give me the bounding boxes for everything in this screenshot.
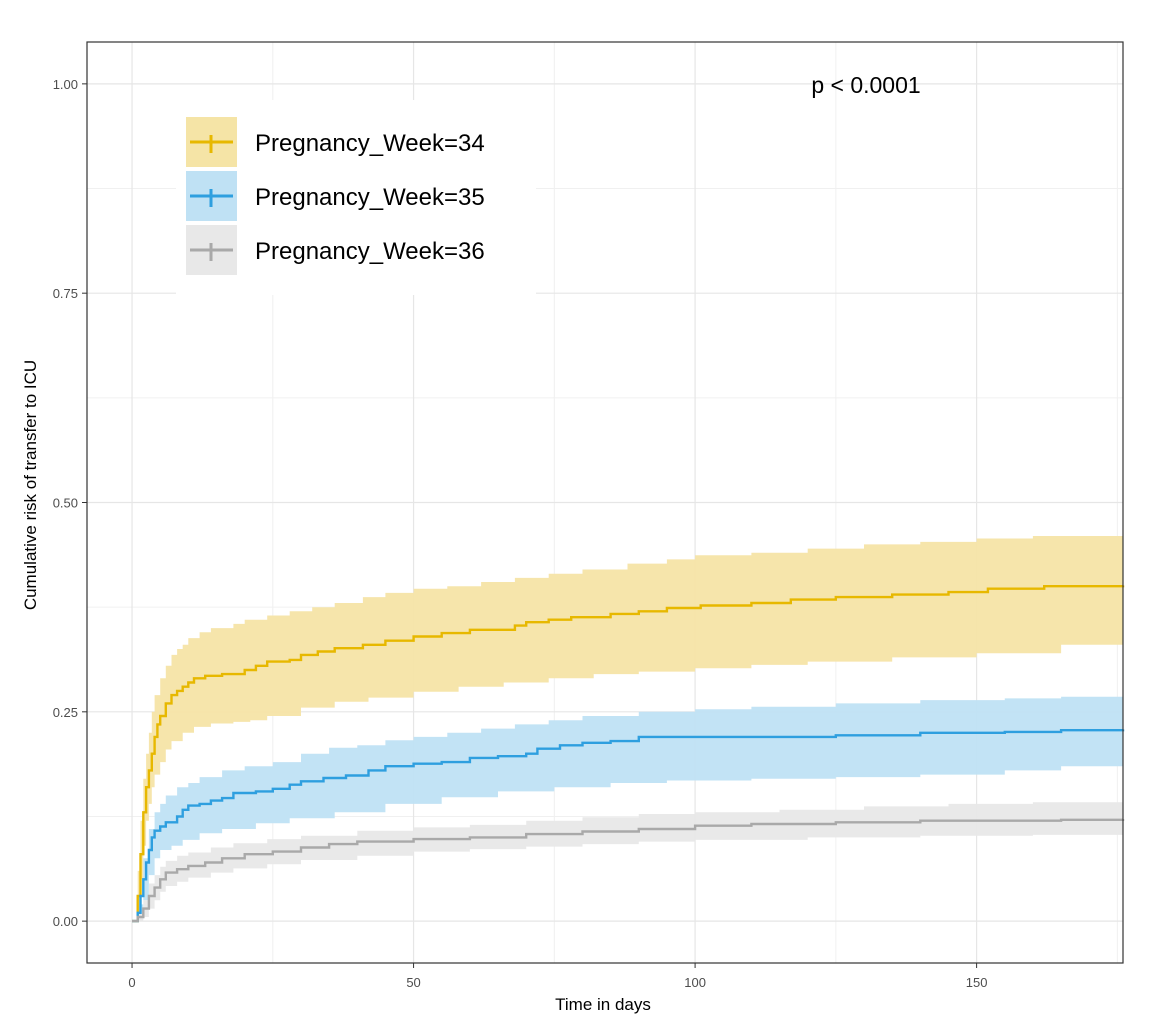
legend-label: Pregnancy_Week=35	[255, 184, 485, 211]
x-tick-label: 150	[966, 975, 988, 990]
series-line-pregnancy-week-36	[132, 818, 1125, 923]
y-tick-label: 0.50	[53, 496, 78, 511]
confidence-band-pregnancy-week-35	[132, 696, 1123, 922]
x-axis-title: Time in days	[555, 995, 651, 1014]
x-tick-label: 0	[128, 975, 135, 990]
series-line-pregnancy-week-34	[132, 585, 1125, 923]
confidence-band-pregnancy-week-34	[132, 534, 1123, 922]
confidence-bands	[132, 534, 1123, 922]
x-axis: 0 50 100 150	[128, 963, 987, 990]
y-axis: 0.00 0.25 0.50 0.75 1.00	[53, 77, 87, 929]
legend-label: Pregnancy_Week=36	[255, 238, 485, 265]
y-axis-title: Cumulative risk of transfer to ICU	[21, 360, 40, 610]
x-tick-label: 50	[406, 975, 420, 990]
y-tick-label: 1.00	[53, 77, 78, 92]
p-value-annotation: p < 0.0001	[811, 72, 920, 98]
series-lines	[132, 585, 1125, 923]
y-tick-label: 0.00	[53, 914, 78, 929]
y-tick-label: 0.25	[53, 705, 78, 720]
legend: Pregnancy_Week=34 Pregnancy_Week=35 Pregna…	[176, 100, 536, 295]
y-tick-label: 0.75	[53, 286, 78, 301]
confidence-band-pregnancy-week-36	[132, 801, 1123, 922]
legend-label: Pregnancy_Week=34	[255, 130, 485, 157]
series-line-pregnancy-week-35	[132, 729, 1125, 923]
x-tick-label: 100	[684, 975, 706, 990]
